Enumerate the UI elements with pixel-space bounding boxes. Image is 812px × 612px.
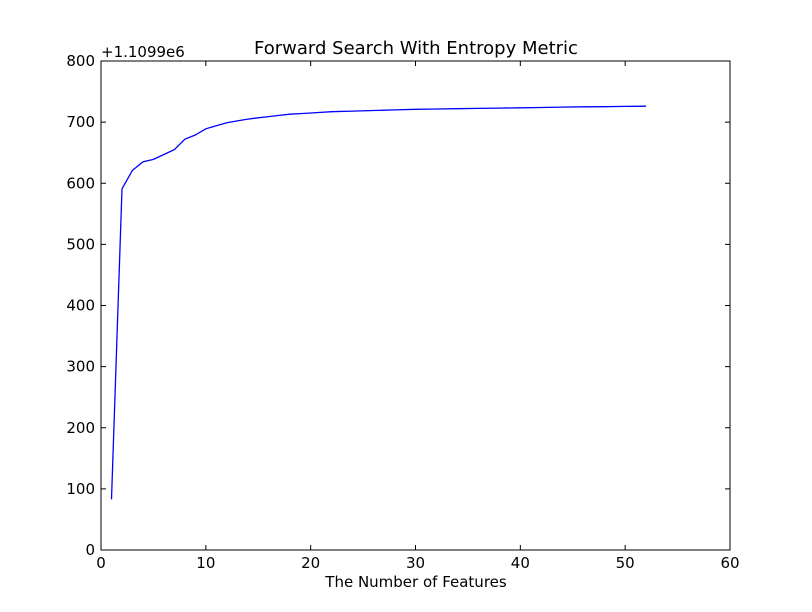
- y-tick-label: 400: [66, 297, 95, 315]
- y-tick-label: 700: [66, 113, 95, 131]
- x-tick-label: 30: [406, 554, 425, 572]
- x-tick-label: 0: [96, 554, 106, 572]
- chart-title: Forward Search With Entropy Metric: [254, 38, 578, 59]
- x-tick-label: 60: [720, 554, 739, 572]
- plot-frame: [100, 60, 731, 551]
- y-axis: 0 100 200 300 400 500 600 700 800: [66, 52, 730, 559]
- series-line: [110, 105, 647, 500]
- y-tick-label: 600: [66, 174, 95, 192]
- x-axis: 0 10 20 30 40 50 60: [96, 61, 740, 572]
- x-axis-label: The Number of Features: [324, 573, 507, 591]
- x-tick-label: 50: [616, 554, 635, 572]
- y-offset-label: +1.1099e6: [101, 43, 185, 61]
- x-tick-label: 40: [511, 554, 530, 572]
- y-tick-label: 200: [66, 419, 95, 437]
- series-layer: [110, 105, 647, 500]
- x-tick-label: 10: [196, 554, 215, 572]
- y-tick-label: 800: [66, 52, 95, 70]
- y-tick-label: 300: [66, 358, 95, 376]
- y-tick-label: 500: [66, 235, 95, 253]
- y-tick-label: 100: [66, 480, 95, 498]
- y-tick-label: 0: [85, 541, 95, 559]
- x-tick-label: 20: [301, 554, 320, 572]
